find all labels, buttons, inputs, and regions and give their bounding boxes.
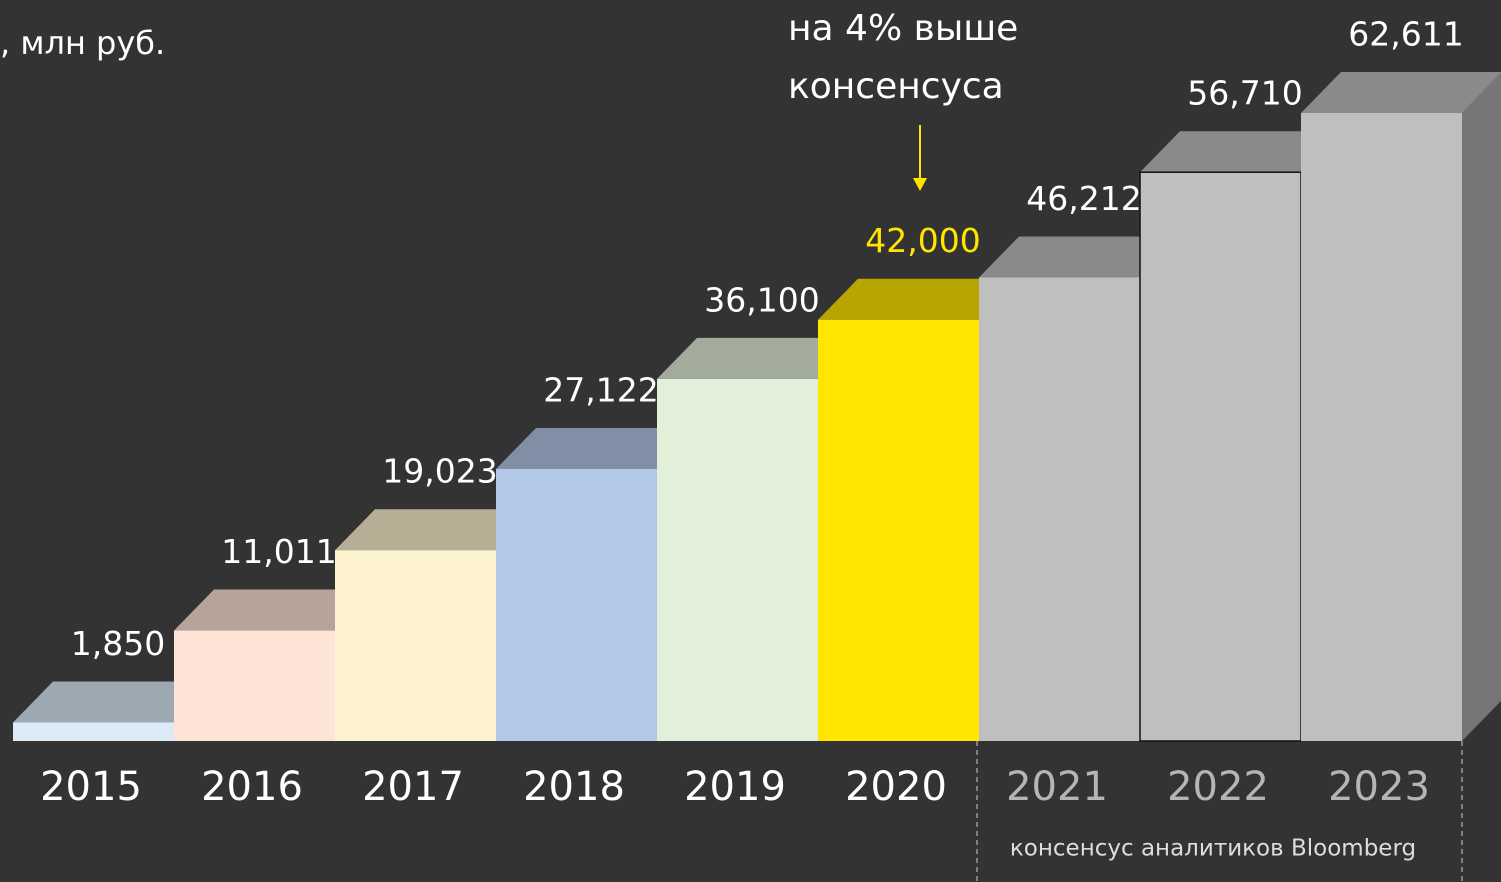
value-label: 1,850 bbox=[71, 624, 165, 663]
bar bbox=[979, 277, 1140, 741]
value-label: 46,212 bbox=[1026, 179, 1141, 218]
chart-title: , млн руб. bbox=[0, 24, 165, 62]
bar bbox=[496, 468, 657, 741]
bar-top bbox=[979, 236, 1180, 278]
bar-top bbox=[657, 337, 858, 379]
bar-top bbox=[818, 278, 1019, 320]
x-tick-label: 2021 bbox=[1006, 764, 1108, 810]
value-label: 42,000 bbox=[865, 221, 980, 260]
x-tick-label: 2015 bbox=[40, 764, 142, 810]
value-label: 36,100 bbox=[704, 280, 819, 319]
x-tick-label: 2022 bbox=[1167, 764, 1269, 810]
value-label: 27,122 bbox=[543, 370, 658, 409]
bar bbox=[13, 722, 174, 741]
value-label: 62,611 bbox=[1348, 15, 1463, 54]
value-label: 19,023 bbox=[382, 452, 497, 491]
bar-side bbox=[1462, 73, 1501, 741]
annotation: на 4% выше bbox=[788, 8, 1018, 49]
x-tick-label: 2016 bbox=[201, 764, 303, 810]
bar bbox=[1139, 171, 1302, 742]
bar-top bbox=[335, 509, 536, 551]
bar-top bbox=[1140, 131, 1341, 173]
bar-top bbox=[496, 427, 697, 469]
x-tick-label: 2017 bbox=[362, 764, 464, 810]
bar bbox=[174, 630, 335, 741]
value-label: 11,011 bbox=[221, 532, 336, 571]
annotation-arrowhead bbox=[913, 178, 927, 191]
bar-top bbox=[174, 589, 375, 631]
bar-top bbox=[13, 681, 214, 723]
bar-top bbox=[1301, 72, 1501, 113]
x-tick-label: 2020 bbox=[845, 764, 947, 810]
bar bbox=[1301, 113, 1462, 741]
bar bbox=[818, 319, 979, 741]
bar bbox=[657, 378, 818, 741]
annotation: консенсуса bbox=[788, 66, 1004, 107]
x-tick-label: 2023 bbox=[1328, 764, 1430, 810]
x-tick-label: 2019 bbox=[684, 764, 786, 810]
note: консенсус аналитиков Bloomberg bbox=[1010, 836, 1416, 862]
x-tick-label: 2018 bbox=[523, 764, 625, 810]
bar bbox=[335, 550, 496, 741]
value-label: 56,710 bbox=[1187, 74, 1302, 113]
